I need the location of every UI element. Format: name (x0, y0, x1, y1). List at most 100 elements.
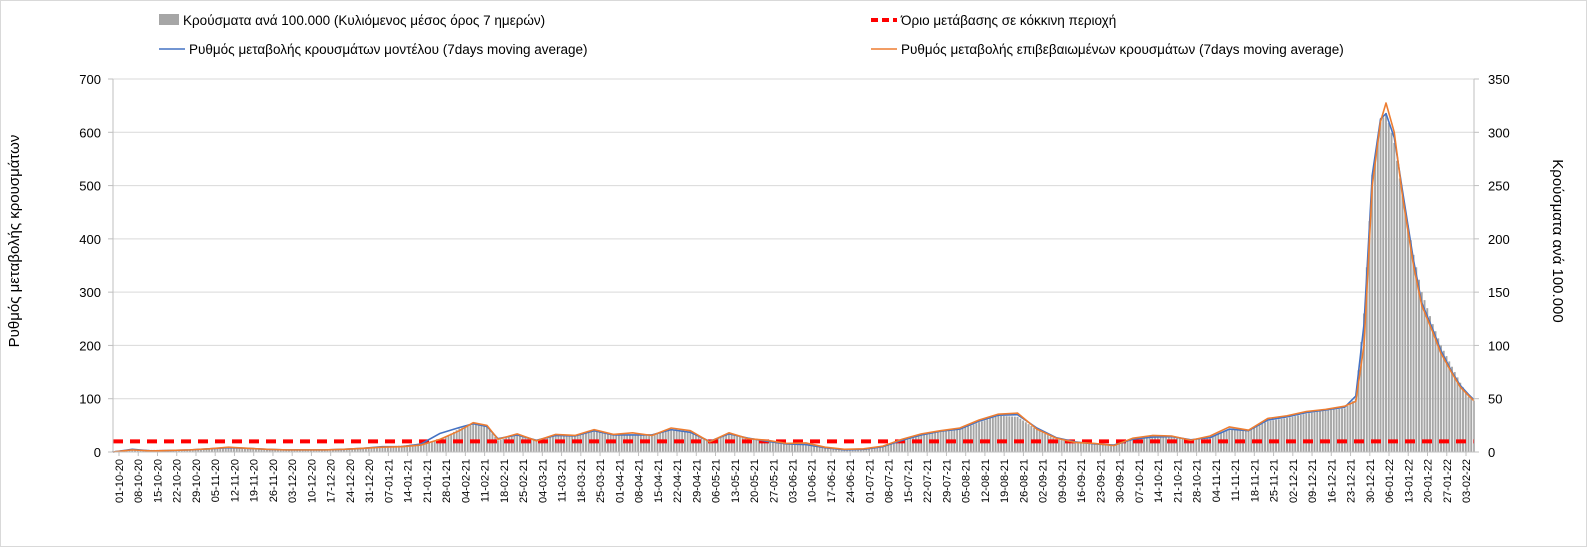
x-tick-label: 20-01-22 (1423, 459, 1435, 503)
x-tick-label: 17-06-21 (826, 459, 838, 503)
x-tick-label: 25-02-21 (518, 459, 530, 503)
bar (1022, 420, 1025, 452)
bar (887, 444, 890, 452)
bar (1354, 398, 1357, 452)
y2-tick-label: 100 (1488, 338, 1510, 353)
bar (472, 424, 475, 452)
bar (1156, 437, 1159, 452)
bar (1090, 444, 1093, 452)
bar (705, 440, 708, 452)
bar (521, 436, 524, 452)
bar (268, 448, 271, 452)
bar (1396, 160, 1398, 452)
bar (818, 446, 821, 452)
bar (505, 437, 508, 452)
x-tick-label: 02-09-21 (1038, 459, 1050, 503)
x-tick-label: 04-02-21 (460, 459, 472, 503)
bar (714, 439, 717, 452)
bar (777, 442, 780, 452)
bar (683, 431, 686, 452)
x-tick-label: 29-04-21 (691, 459, 703, 503)
bar (708, 441, 711, 452)
bar (1231, 429, 1233, 452)
bar (241, 447, 244, 452)
bar (359, 448, 362, 452)
bar (711, 440, 714, 452)
bar (375, 447, 378, 452)
bar (1044, 433, 1047, 452)
bar (1280, 418, 1283, 452)
bar (1459, 382, 1462, 452)
bar (752, 439, 755, 452)
bar (1112, 445, 1115, 452)
bar (813, 445, 816, 452)
bar (901, 440, 904, 452)
x-tick-label: 07-10-21 (1134, 459, 1146, 503)
bar (1121, 442, 1124, 452)
tick-labels: 0 0 100 50 200 100 300 150 400 200 500 250 600 300 700… (79, 72, 1509, 503)
bar (771, 441, 774, 452)
bar (1462, 387, 1464, 452)
bar-series (112, 113, 1475, 453)
bar (821, 447, 824, 452)
bar (733, 435, 736, 452)
bar (1049, 436, 1052, 452)
bar (722, 436, 725, 452)
bar (277, 449, 279, 452)
bar (1096, 444, 1099, 452)
bar (755, 439, 758, 452)
y2-tick-label: 0 (1488, 445, 1495, 460)
y2-tick-label: 150 (1488, 285, 1510, 300)
bar (238, 447, 241, 452)
bar (978, 422, 981, 452)
bar (1016, 416, 1019, 452)
bar (975, 423, 978, 452)
bar (348, 448, 351, 452)
y-axis-title: Ρυθμός μεταβολής κρουσμάτων (6, 135, 23, 348)
bar (417, 443, 420, 452)
bar (466, 426, 469, 452)
bar (1453, 372, 1456, 452)
legend-entry: Ρυθμός μεταβολής επιβεβαιωμένων κρουσμάτ… (901, 42, 1344, 57)
bar (1407, 225, 1409, 452)
bar (549, 436, 552, 452)
bar (920, 434, 923, 452)
bar (972, 424, 975, 452)
x-tick-label: 13-05-21 (730, 459, 742, 503)
bar (1008, 416, 1011, 452)
bar (370, 447, 373, 452)
bar (507, 437, 510, 452)
bar (208, 448, 211, 452)
bar (216, 447, 219, 452)
bar (477, 425, 480, 452)
bar (1404, 210, 1407, 452)
bar (634, 434, 637, 452)
bar (1132, 439, 1135, 452)
bar (807, 445, 810, 452)
bar (914, 436, 917, 452)
bar (1374, 157, 1376, 452)
bar (378, 446, 381, 452)
bar (840, 449, 843, 452)
bar (1211, 436, 1214, 452)
series-line (112, 112, 1475, 453)
bar (230, 447, 233, 452)
x-tick-label: 18-03-21 (576, 459, 588, 503)
bar (499, 439, 502, 452)
bar (408, 444, 411, 452)
bar (881, 446, 884, 452)
bar (796, 444, 799, 452)
bar (1379, 121, 1382, 452)
bar (1398, 178, 1401, 452)
bar (403, 445, 406, 452)
x-tick-label: 16-09-21 (1076, 459, 1088, 503)
bar (1079, 443, 1082, 452)
axes (108, 78, 1479, 456)
bar (1228, 429, 1231, 452)
bar (1275, 419, 1277, 452)
x-tick-label: 01-07-21 (865, 459, 877, 503)
bar (788, 443, 791, 452)
bar (716, 438, 719, 452)
bar (1143, 437, 1146, 452)
bar (1244, 430, 1247, 452)
